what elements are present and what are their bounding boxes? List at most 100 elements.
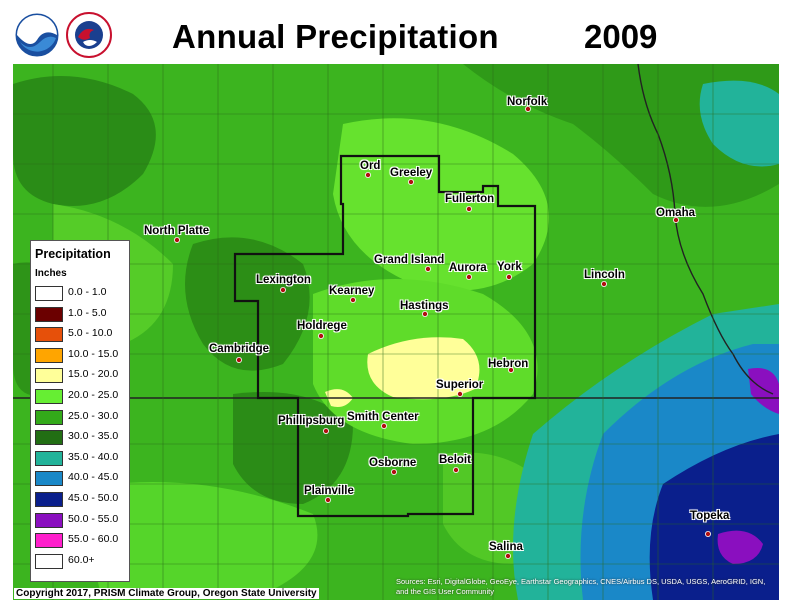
legend-label: 35.0 - 40.0 xyxy=(68,450,119,463)
legend: Precipitation Inches 0.0 - 1.0 1.0 - 5.0 5… xyxy=(30,240,130,582)
city-marker-holdrege xyxy=(317,332,324,339)
legend-swatch xyxy=(35,306,63,322)
city-marker-hastings xyxy=(421,310,428,317)
legend-item: 15.0 - 20.0 xyxy=(35,367,127,384)
city-marker-phillipsburg xyxy=(322,427,329,434)
legend-title: Precipitation xyxy=(35,247,111,261)
precip-zone-dark-west xyxy=(13,76,156,206)
city-marker-aurora xyxy=(465,273,472,280)
city-label: Grand Island xyxy=(374,254,445,266)
city-marker-smith-center xyxy=(380,422,387,429)
legend-swatch xyxy=(35,327,63,343)
city-label: Plainville xyxy=(304,485,354,497)
city-label: Hebron xyxy=(488,358,529,370)
precip-zone-dry xyxy=(367,337,480,400)
city-markers xyxy=(173,106,712,559)
city-marker-superior xyxy=(456,390,463,397)
city-label: Superior xyxy=(436,379,484,391)
legend-label: 20.0 - 25.0 xyxy=(68,389,119,401)
city-label: Lexington xyxy=(256,274,311,286)
city-label: Omaha xyxy=(656,207,695,219)
legend-label: 10.0 - 15.0 xyxy=(68,347,119,360)
city-marker-norfolk xyxy=(525,106,532,113)
legend-swatch xyxy=(35,553,63,569)
legend-swatch xyxy=(35,368,63,384)
legend-label: 0.0 - 1.0 xyxy=(68,286,107,298)
city-marker-hebron xyxy=(507,366,514,373)
attribution-text: Sources: Esri, DigitalGlobe, GeoEye, Ear… xyxy=(396,577,766,596)
legend-units: Inches xyxy=(35,268,67,279)
header: Annual Precipitation 2009 xyxy=(0,0,792,64)
map-year: 2009 xyxy=(584,18,658,55)
legend-swatch xyxy=(35,471,63,487)
city-marker-york xyxy=(505,273,512,280)
city-marker-topeka xyxy=(705,530,712,537)
city-marker-salina xyxy=(504,552,511,559)
city-label: Hastings xyxy=(400,300,449,312)
national-weather-service-logo xyxy=(66,12,112,58)
city-marker-beloit xyxy=(452,466,459,473)
legend-item: 20.0 - 25.0 xyxy=(35,388,127,405)
precipitation-map: Norfolk Ord Greeley Fullerton Omaha Nort… xyxy=(13,64,779,600)
city-label: Beloit xyxy=(439,454,471,466)
legend-item: 10.0 - 15.0 xyxy=(35,347,127,364)
city-marker-ord xyxy=(364,172,371,179)
map-title: Annual Precipitation xyxy=(172,18,499,55)
precip-zone-light-south xyxy=(95,482,318,600)
city-label: Fullerton xyxy=(445,193,495,205)
county-grid xyxy=(13,64,779,600)
legend-label: 60.0+ xyxy=(68,553,95,566)
legend-item: 0.0 - 1.0 xyxy=(35,285,127,302)
city-marker-kearney xyxy=(349,296,356,303)
precip-zone-purple xyxy=(748,368,779,414)
legend-item: 1.0 - 5.0 xyxy=(35,306,127,323)
legend-item: 30.0 - 35.0 xyxy=(35,429,127,446)
city-label: Phillipsburg xyxy=(278,415,345,427)
legend-label: 1.0 - 5.0 xyxy=(68,306,107,319)
legend-swatch xyxy=(35,430,63,446)
city-label: Salina xyxy=(489,541,523,553)
precip-zone-dark-mid xyxy=(185,237,310,371)
copyright-text: Copyright 2017, PRISM Climate Group, Ore… xyxy=(14,588,319,599)
legend-item: 5.0 - 10.0 xyxy=(35,326,127,343)
legend-swatch xyxy=(35,492,63,507)
city-marker-plainville xyxy=(324,496,331,503)
legend-item: 55.0 - 60.0 xyxy=(35,532,127,549)
precip-zone-dark-south xyxy=(233,392,353,504)
legend-swatch xyxy=(35,409,63,425)
noaa-logo xyxy=(14,12,60,58)
precip-zone-teal-north xyxy=(699,80,779,167)
legend-label: 55.0 - 60.0 xyxy=(68,533,119,546)
legend-swatch xyxy=(35,512,63,528)
city-label: Greeley xyxy=(390,167,433,179)
legend-swatch xyxy=(35,389,63,404)
city-marker-fullerton xyxy=(465,205,472,212)
legend-label: 50.0 - 55.0 xyxy=(68,512,119,525)
precipitation-raster xyxy=(13,64,779,600)
forecast-area-outline xyxy=(233,154,537,518)
city-marker-osborne xyxy=(390,468,397,475)
legend-label: 45.0 - 50.0 xyxy=(68,492,119,504)
legend-swatch xyxy=(35,347,63,363)
precip-zone-purple-south xyxy=(717,530,763,564)
city-label: Osborne xyxy=(369,457,417,469)
legend-label: 15.0 - 20.0 xyxy=(68,368,119,381)
legend-label: 40.0 - 45.0 xyxy=(68,471,119,484)
legend-swatch xyxy=(35,533,63,549)
legend-label: 25.0 - 30.0 xyxy=(68,409,119,422)
legend-item: 60.0+ xyxy=(35,553,127,570)
legend-label: 30.0 - 35.0 xyxy=(68,430,119,443)
city-label: Norfolk xyxy=(507,96,548,108)
city-marker-lexington xyxy=(279,286,286,293)
city-label: Kearney xyxy=(329,285,375,297)
legend-item: 25.0 - 30.0 xyxy=(35,409,127,426)
city-label: Smith Center xyxy=(347,411,419,423)
city-marker-cambridge xyxy=(235,356,242,363)
legend-item: 45.0 - 50.0 xyxy=(35,491,127,508)
city-label: Holdrege xyxy=(297,320,347,332)
city-label: Ord xyxy=(360,160,381,172)
city-marker-grand-island xyxy=(424,265,431,272)
city-marker-lincoln xyxy=(601,280,608,287)
city-marker-north-platte xyxy=(173,236,180,243)
city-marker-greeley xyxy=(407,179,414,186)
